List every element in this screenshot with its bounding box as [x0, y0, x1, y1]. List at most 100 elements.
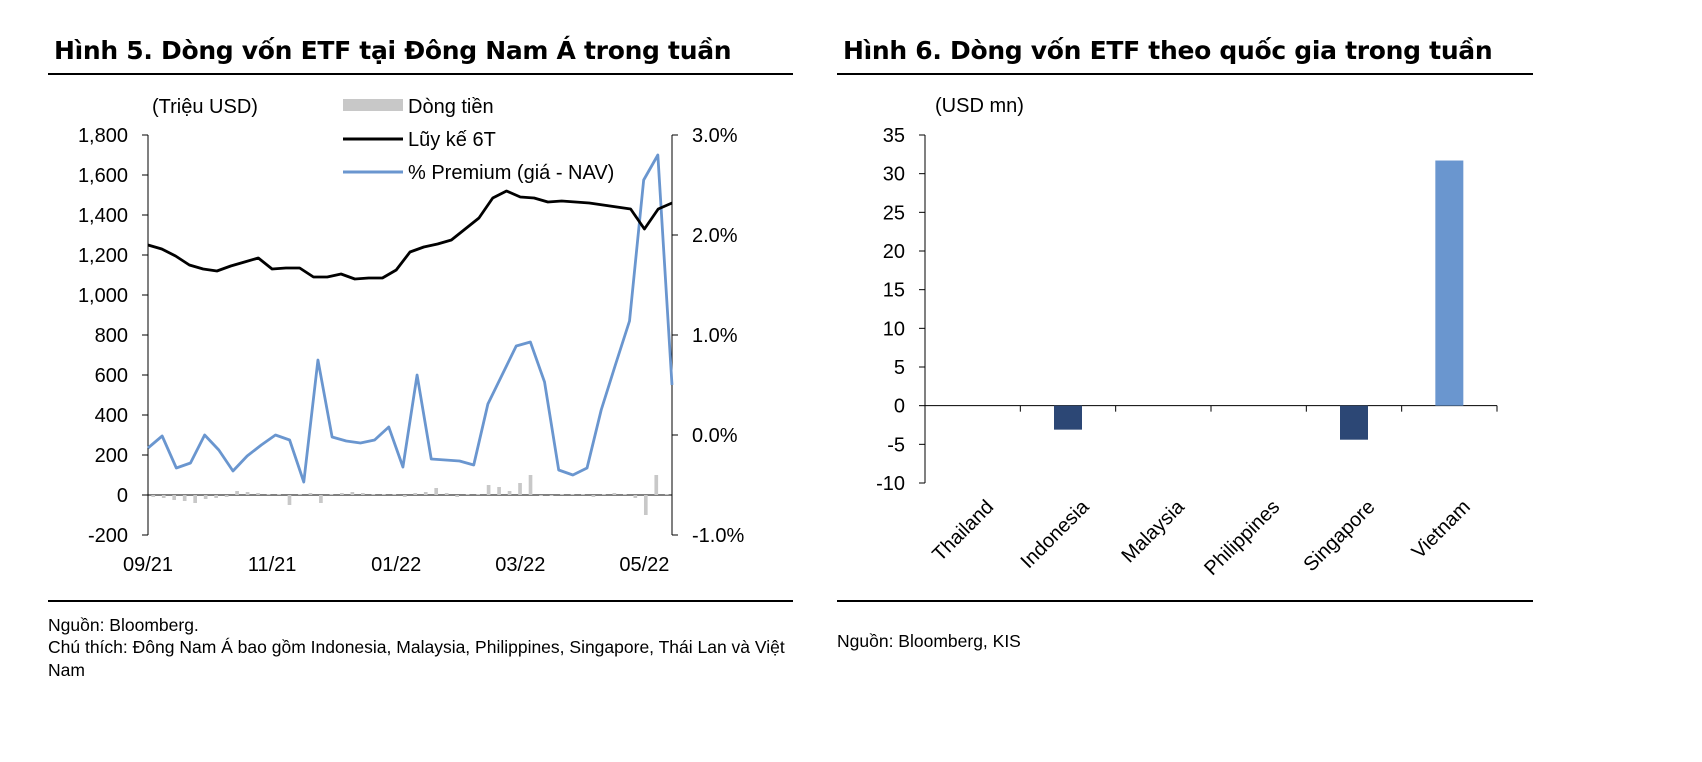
- y-tick-label: 10: [883, 318, 905, 340]
- y-tick-label: 1,000: [78, 285, 128, 307]
- flow-bar: [633, 495, 638, 498]
- left-footnote: Chú thích: Đông Nam Á bao gồm Indonesia,…: [48, 637, 785, 680]
- x-tick-label: 05/22: [619, 554, 669, 576]
- y-tick-label: 200: [95, 445, 128, 467]
- x-tick-label-singapore: Singapore: [1299, 496, 1379, 576]
- y-tick-label: 25: [883, 202, 905, 224]
- flow-bar: [602, 494, 606, 495]
- flow-bar: [329, 494, 334, 495]
- bar-singapore: [1340, 405, 1368, 440]
- legend-premium-label: % Premium (giá - NAV): [408, 162, 614, 184]
- flow-bar: [591, 495, 596, 497]
- flow-bar: [235, 491, 239, 495]
- flow-bar: [193, 495, 197, 503]
- y-tick-label: 15: [883, 280, 905, 302]
- y2-tick-label: 0.0%: [692, 425, 738, 447]
- flow-bar: [465, 494, 470, 495]
- etf-flow-country-chart: 35 30 25 20 15 10 5 0 -5 -10 (USD mn) Thailand Indon…: [876, 95, 1498, 580]
- y-tick-label: -5: [887, 434, 905, 456]
- flow-bar: [287, 495, 292, 505]
- flow-bar: [203, 495, 208, 499]
- flow-bar: [172, 495, 177, 500]
- flow-bar: [361, 493, 365, 495]
- y2-tick-label: -1.0%: [692, 525, 744, 547]
- flow-bar: [497, 487, 501, 495]
- flow-bar: [560, 494, 564, 495]
- flow-bar: [298, 494, 302, 495]
- legend-flow-label: Dòng tiền: [408, 96, 494, 118]
- flow-bar: [350, 492, 355, 495]
- y-tick-label: -10: [876, 473, 905, 495]
- flow-bar: [308, 493, 313, 495]
- y-tick-label: 30: [883, 164, 905, 186]
- flow-bar: [623, 494, 627, 495]
- x-tick-label-vietnam: Vietnam: [1408, 496, 1475, 563]
- flow-bar: [664, 494, 669, 495]
- flow-bar: [486, 485, 491, 495]
- flow-bar: [266, 494, 271, 495]
- flow-bar: [381, 494, 386, 495]
- flow-bar: [371, 494, 376, 495]
- flow-bar: [507, 491, 512, 495]
- right-source: Nguồn: Bloomberg, KIS: [837, 631, 1021, 651]
- flow-bar: [182, 495, 187, 501]
- flow-bar: [340, 493, 344, 495]
- flow-bar: [256, 493, 260, 495]
- flow-bar: [643, 495, 648, 515]
- flow-bar: [518, 483, 522, 495]
- flow-bar: [161, 495, 166, 498]
- premium-series-line: [147, 153, 674, 484]
- x-tick-label-indonesia: Indonesia: [1017, 495, 1095, 573]
- x-tick-label-philippines: Philippines: [1200, 496, 1284, 580]
- flow-bar: [539, 495, 543, 496]
- flow-bar: [434, 488, 439, 495]
- flow-bar: [214, 495, 218, 498]
- y-tick-label: 1,400: [78, 205, 128, 227]
- y2-tick-label: 3.0%: [692, 125, 738, 147]
- left-title-rule: [48, 73, 793, 75]
- x-tick-label: 03/22: [495, 554, 545, 576]
- flow-bar: [423, 492, 428, 495]
- x-tick-label: 01/22: [371, 554, 421, 576]
- flow-bar: [277, 494, 281, 495]
- flow-bar: [455, 495, 459, 497]
- flow-bar: [476, 494, 480, 495]
- flow-bar: [392, 494, 397, 495]
- x-tick-label: 11/21: [248, 554, 297, 576]
- y-tick-label: 0: [894, 396, 905, 418]
- flow-bar: [612, 493, 617, 495]
- bar-indonesia: [1054, 405, 1082, 430]
- y-tick-label: 1,200: [78, 245, 128, 267]
- x-tick-label-thailand: Thailand: [928, 496, 998, 566]
- y-tick-label: 35: [883, 125, 905, 147]
- flow-bar: [581, 494, 585, 495]
- right-figure-title: Hình 6. Dòng vốn ETF theo quốc gia trong…: [843, 36, 1493, 65]
- left-source: Nguồn: Bloomberg.: [48, 615, 199, 635]
- y-tick-label: 5: [894, 357, 905, 379]
- y-tick-label: 800: [95, 325, 128, 347]
- flow-bar: [151, 495, 156, 497]
- x-tick-label-malaysia: Malaysia: [1118, 495, 1190, 567]
- flow-bar: [654, 475, 659, 495]
- legend-flow-swatch: [343, 99, 403, 111]
- y2-tick-label: 2.0%: [692, 225, 738, 247]
- left-figure-title: Hình 5. Dòng vốn ETF tại Đông Nam Á tron…: [54, 36, 732, 65]
- x-tick-label: 09/21: [123, 554, 173, 576]
- y-axis-label: (USD mn): [935, 95, 1024, 117]
- flow-bar: [224, 495, 229, 497]
- flow-bar: [549, 495, 554, 496]
- y2-tick-label: 1.0%: [692, 325, 738, 347]
- cumulative-series-line: [147, 189, 673, 281]
- flow-bar: [528, 475, 533, 495]
- flow-bar: [402, 495, 407, 497]
- y-tick-label: 400: [95, 405, 128, 427]
- y-tick-label: 20: [883, 241, 905, 263]
- y-axis-label: (Triệu USD): [152, 96, 258, 118]
- bar-vietnam: [1435, 160, 1464, 406]
- flow-bar: [245, 492, 250, 495]
- y-tick-label: 1,800: [78, 125, 128, 147]
- y-tick-label: 1,600: [78, 165, 128, 187]
- legend-cumulative-label: Lũy kế 6T: [408, 129, 496, 151]
- y-tick-label: -200: [88, 525, 128, 547]
- flow-bar: [319, 495, 323, 503]
